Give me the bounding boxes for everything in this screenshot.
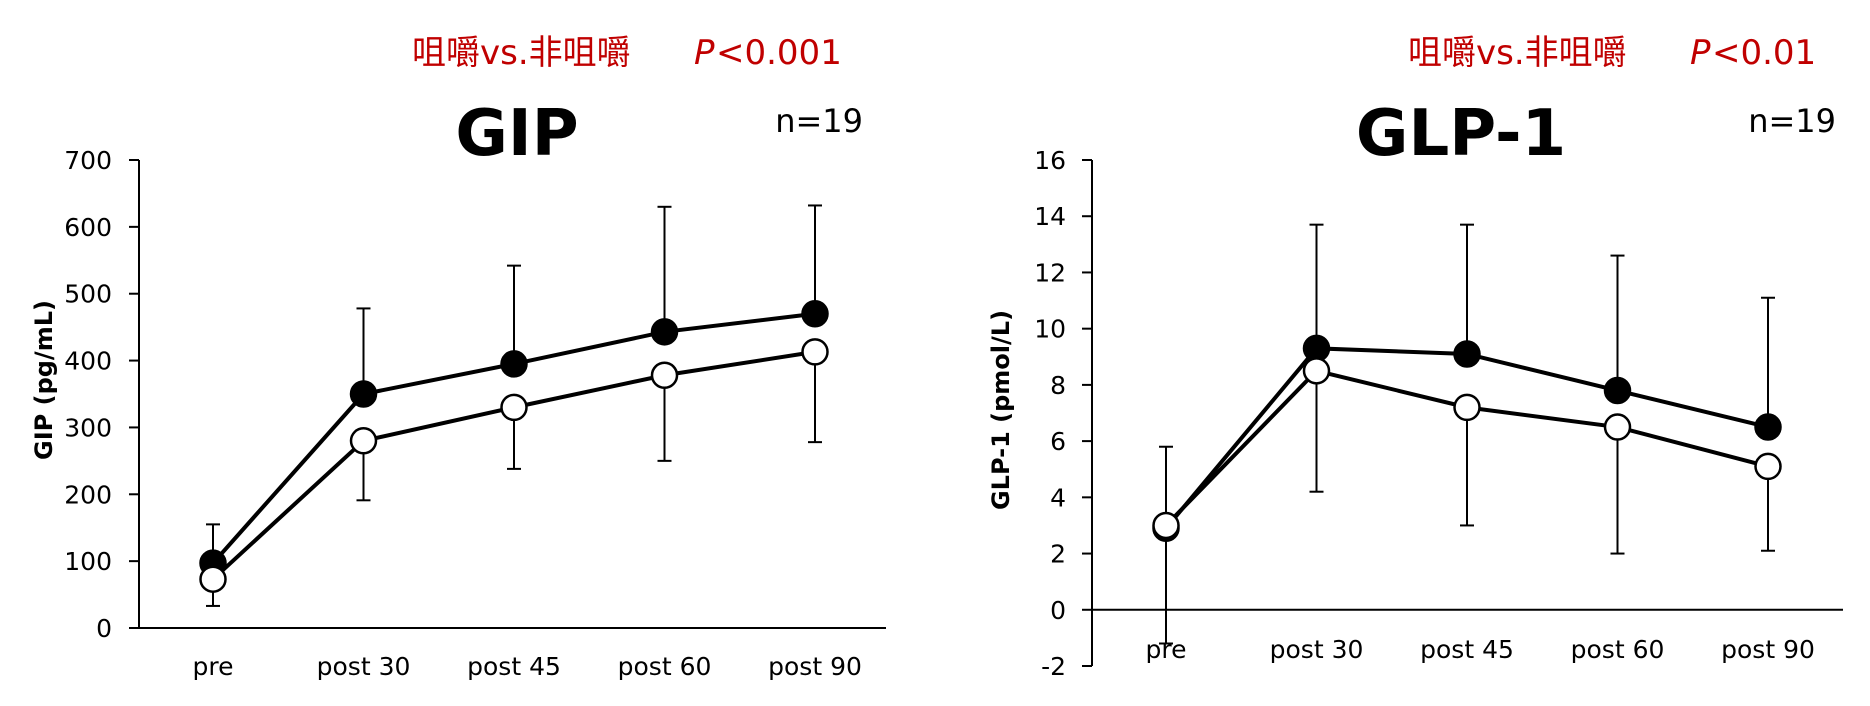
gip-series-open-point — [199, 565, 227, 593]
glp1-sample-size: n=19 — [1748, 102, 1836, 140]
gip-significance-comparison: 咀嚼vs.非咀嚼 — [412, 33, 631, 73]
gip-series-filled-point — [500, 350, 528, 378]
gip-series-filled-point — [801, 300, 829, 328]
gip-series-open-point — [801, 338, 829, 366]
glp1-series-open-point — [1754, 452, 1782, 481]
glp1-series-filled-point — [1603, 376, 1632, 405]
glp1-x-tick-label: post 30 — [1270, 635, 1364, 664]
gip-y-tick-label: 600 — [64, 213, 112, 242]
glp1-significance-p-label: P — [1690, 33, 1711, 73]
glp1-series-open-point — [1302, 357, 1331, 385]
gip-significance-p-value: <0.001 — [716, 33, 842, 73]
glp1-y-tick-label: 12 — [1034, 258, 1066, 287]
glp1-series-filled-point — [1754, 413, 1782, 441]
glp1-x-tick-label: post 60 — [1571, 635, 1665, 664]
glp1-x-tick-label: post 90 — [1721, 635, 1815, 664]
glp1-title: GLP-1 — [1356, 97, 1566, 171]
gip-y-axis-label: GIP (pg/mL) — [30, 300, 58, 460]
glp1-series-filled-point — [1453, 340, 1481, 368]
gip-y-tick-label: 100 — [64, 547, 112, 576]
gip-series-filled-point — [349, 380, 378, 408]
glp1-y-tick-label: 14 — [1034, 202, 1066, 231]
gip-series-open-point — [650, 361, 679, 390]
gip-sample-size: n=19 — [775, 102, 863, 140]
gip-title: GIP — [455, 97, 578, 171]
gip-series-open-point — [349, 427, 378, 455]
glp1-y-tick-label: 2 — [1050, 540, 1066, 569]
gip-y-tick-label: 500 — [64, 280, 112, 309]
glp1-series-open-point — [1603, 413, 1632, 441]
gip-x-tick-label: pre — [193, 652, 234, 681]
glp1-y-tick-label: 6 — [1050, 427, 1066, 456]
glp1-x-tick-label: post 45 — [1420, 635, 1514, 664]
gip-x-tick-label: post 60 — [618, 652, 712, 681]
gip-x-tick-label: post 30 — [317, 652, 411, 681]
glp1-y-tick-label: 4 — [1050, 483, 1066, 512]
gip-y-tick-label: 300 — [64, 413, 112, 442]
gip-y-tick-label: 200 — [64, 480, 112, 509]
gip-series-filled-point — [650, 318, 679, 346]
glp1-series-open-point — [1152, 511, 1180, 540]
glp1-y-tick-label: 8 — [1050, 371, 1066, 400]
gip-series-open-point — [500, 393, 528, 422]
glp1-series-open-point — [1453, 393, 1481, 422]
glp1-y-tick-label: -2 — [1041, 652, 1066, 681]
glp1-significance-comparison: 咀嚼vs.非咀嚼 — [1408, 33, 1627, 73]
gip-significance-p-label: P — [694, 33, 715, 73]
gip-x-tick-label: post 90 — [768, 652, 862, 681]
gip-x-tick-label: post 45 — [467, 652, 561, 681]
gip-y-tick-label: 400 — [64, 347, 112, 376]
glp1-y-tick-label: 0 — [1050, 596, 1066, 625]
glp1-significance-p-value: <0.01 — [1712, 33, 1816, 73]
glp1-y-tick-label: 10 — [1034, 315, 1066, 344]
glp1-y-axis-label: GLP-1 (pmol/L) — [987, 310, 1015, 510]
gip-y-tick-label: 0 — [96, 614, 112, 643]
glp1-y-tick-label: 16 — [1034, 146, 1066, 175]
gip-y-tick-label: 700 — [64, 146, 112, 175]
